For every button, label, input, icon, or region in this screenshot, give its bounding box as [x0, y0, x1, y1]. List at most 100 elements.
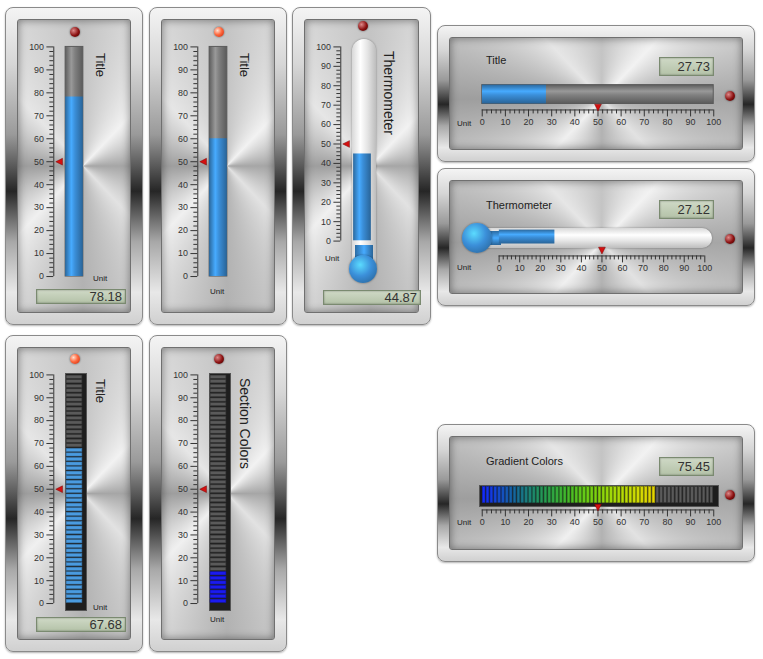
html-text:Section Colors: Section Colors: [237, 378, 253, 469]
html-text:Title: Title: [486, 54, 507, 66]
svg-text:60: 60: [616, 117, 626, 127]
svg-text:50: 50: [178, 484, 188, 494]
svg-text:30: 30: [34, 530, 44, 540]
svg-text:60: 60: [34, 461, 44, 471]
svg-text:0: 0: [480, 117, 485, 127]
svg-text:0: 0: [183, 271, 188, 281]
svg-text:90: 90: [178, 393, 188, 403]
svg-text:60: 60: [178, 134, 188, 144]
svg-text:40: 40: [321, 158, 331, 168]
svg-text:80: 80: [662, 117, 672, 127]
svg-text:50: 50: [593, 517, 603, 527]
svg-text:0: 0: [326, 236, 331, 246]
svg-text:70: 70: [178, 111, 188, 121]
svg-text:40: 40: [178, 180, 188, 190]
svg-text:20: 20: [535, 263, 545, 273]
svg-text:100: 100: [697, 263, 712, 273]
html-text:75.45: 75.45: [677, 459, 710, 474]
svg-text:80: 80: [178, 88, 188, 98]
svg-text:50: 50: [34, 157, 44, 167]
svg-text:0: 0: [39, 271, 44, 281]
svg-text:90: 90: [34, 393, 44, 403]
svg-text:20: 20: [34, 225, 44, 235]
svg-text:70: 70: [34, 111, 44, 121]
svg-text:100: 100: [316, 42, 331, 52]
svg-text:60: 60: [321, 119, 331, 129]
svg-text:20: 20: [178, 225, 188, 235]
svg-text:100: 100: [173, 42, 188, 52]
svg-text:10: 10: [178, 576, 188, 586]
svg-text:60: 60: [618, 263, 628, 273]
svg-text:40: 40: [178, 507, 188, 517]
html-text:Thermometer: Thermometer: [381, 51, 397, 135]
html-text:Title: Title: [93, 53, 108, 78]
svg-text:80: 80: [321, 81, 331, 91]
svg-text:100: 100: [173, 370, 188, 380]
svg-text:30: 30: [321, 178, 331, 188]
svg-text:10: 10: [500, 517, 510, 527]
svg-text:60: 60: [178, 461, 188, 471]
svg-text:30: 30: [547, 517, 557, 527]
svg-text:40: 40: [34, 507, 44, 517]
svg-text:80: 80: [662, 517, 672, 527]
svg-text:30: 30: [556, 263, 566, 273]
svg-text:20: 20: [524, 517, 534, 527]
svg-text:90: 90: [686, 517, 696, 527]
svg-text:40: 40: [34, 180, 44, 190]
svg-text:90: 90: [679, 263, 689, 273]
svg-text:10: 10: [178, 248, 188, 258]
svg-text:100: 100: [29, 370, 44, 380]
svg-text:90: 90: [34, 65, 44, 75]
svg-text:100: 100: [706, 517, 721, 527]
svg-text:90: 90: [178, 65, 188, 75]
svg-text:50: 50: [321, 139, 331, 149]
svg-text:30: 30: [178, 530, 188, 540]
html-text:Title: Title: [237, 53, 252, 78]
svg-text:50: 50: [178, 157, 188, 167]
svg-text:90: 90: [321, 61, 331, 71]
svg-text:80: 80: [178, 415, 188, 425]
svg-text:40: 40: [570, 517, 580, 527]
html-text:Title: Title: [93, 379, 108, 404]
html-text:44.87: 44.87: [384, 290, 417, 305]
svg-text:10: 10: [515, 263, 525, 273]
svg-text:50: 50: [593, 117, 603, 127]
svg-text:10: 10: [500, 117, 510, 127]
svg-text:60: 60: [34, 134, 44, 144]
svg-text:80: 80: [34, 88, 44, 98]
svg-text:70: 70: [639, 117, 649, 127]
svg-text:70: 70: [638, 263, 648, 273]
html-text:27.12: 27.12: [677, 202, 710, 217]
svg-text:20: 20: [321, 197, 331, 207]
svg-text:0: 0: [183, 598, 188, 608]
svg-text:0: 0: [497, 263, 502, 273]
svg-text:80: 80: [659, 263, 669, 273]
svg-text:30: 30: [547, 117, 557, 127]
svg-text:50: 50: [34, 484, 44, 494]
svg-text:30: 30: [34, 202, 44, 212]
svg-text:80: 80: [34, 415, 44, 425]
svg-text:60: 60: [616, 517, 626, 527]
svg-text:50: 50: [597, 263, 607, 273]
svg-text:40: 40: [570, 117, 580, 127]
svg-text:40: 40: [576, 263, 586, 273]
svg-text:70: 70: [639, 517, 649, 527]
svg-text:100: 100: [29, 42, 44, 52]
svg-text:30: 30: [178, 202, 188, 212]
svg-text:70: 70: [321, 100, 331, 110]
svg-text:20: 20: [34, 553, 44, 563]
svg-text:10: 10: [34, 576, 44, 586]
html-text:78.18: 78.18: [89, 289, 122, 304]
svg-text:70: 70: [34, 438, 44, 448]
svg-text:90: 90: [686, 117, 696, 127]
html-text:27.73: 27.73: [677, 59, 710, 74]
svg-text:10: 10: [34, 248, 44, 258]
svg-text:20: 20: [524, 117, 534, 127]
svg-text:0: 0: [39, 598, 44, 608]
html-text:67.68: 67.68: [89, 617, 122, 632]
svg-text:20: 20: [178, 553, 188, 563]
svg-text:100: 100: [706, 117, 721, 127]
svg-text:10: 10: [321, 217, 331, 227]
svg-text:70: 70: [178, 438, 188, 448]
svg-text:0: 0: [480, 517, 485, 527]
